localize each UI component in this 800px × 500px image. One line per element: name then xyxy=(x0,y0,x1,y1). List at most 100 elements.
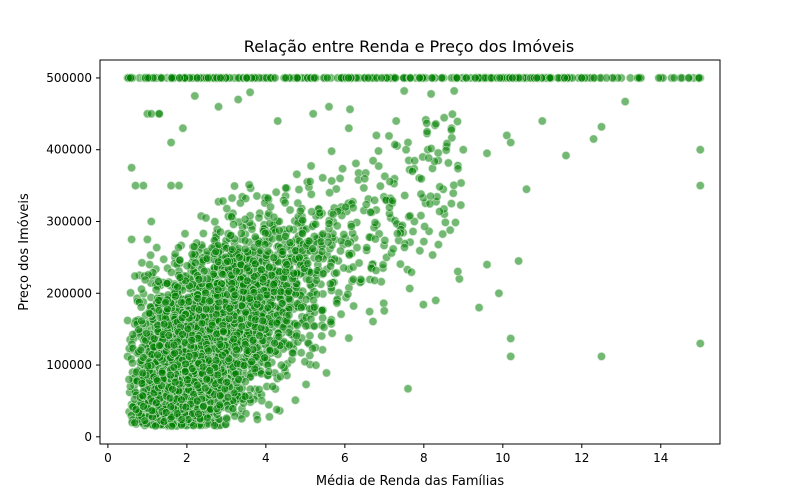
scatter-point xyxy=(309,73,319,83)
scatter-point xyxy=(336,309,346,319)
scatter-point xyxy=(327,176,337,186)
scatter-point xyxy=(255,292,265,302)
scatter-point xyxy=(252,299,262,309)
scatter-point xyxy=(192,396,202,406)
scatter-point xyxy=(263,247,273,256)
scatter-point xyxy=(139,353,148,362)
scatter-point xyxy=(494,288,504,298)
scatter-point xyxy=(378,260,388,270)
x-axis: 0 2 4 6 8 10 12 14 xyxy=(104,444,668,465)
scatter-point xyxy=(240,236,250,246)
scatter-point xyxy=(229,220,238,229)
scatter-point xyxy=(260,228,270,238)
scatter-point xyxy=(237,321,247,331)
scatter-point xyxy=(308,244,318,253)
x-tick-label: 14 xyxy=(653,451,668,465)
scatter-point xyxy=(157,73,166,83)
scatter-point xyxy=(695,181,705,190)
scatter-point xyxy=(294,185,304,194)
scatter-point xyxy=(654,73,664,83)
scatter-point xyxy=(361,200,371,209)
scatter-point xyxy=(266,202,275,212)
scatter-point xyxy=(300,357,310,367)
scatter-point xyxy=(336,246,345,256)
scatter-point xyxy=(393,229,402,238)
scatter-point xyxy=(193,294,202,303)
scatter-point xyxy=(410,156,419,165)
scatter-point xyxy=(151,421,160,431)
scatter-point xyxy=(304,236,314,246)
scatter-point xyxy=(354,258,364,268)
x-tick-label: 0 xyxy=(104,451,112,465)
scatter-point xyxy=(298,215,307,225)
scatter-point xyxy=(352,243,362,252)
scatter-point xyxy=(291,395,300,405)
scatter-point xyxy=(227,245,237,254)
scatter-point xyxy=(332,268,341,278)
scatter-point xyxy=(349,301,358,311)
scatter-point xyxy=(410,217,419,226)
scatter-point xyxy=(379,298,389,308)
scatter-point xyxy=(324,219,334,228)
scatter-point xyxy=(506,352,516,361)
scatter-point xyxy=(343,289,353,299)
scatter-point xyxy=(269,212,279,222)
scatter-point xyxy=(589,73,599,83)
scatter-point xyxy=(242,346,252,355)
scatter-point xyxy=(178,329,187,339)
scatter-point xyxy=(164,331,174,340)
scatter-point xyxy=(154,277,163,286)
scatter-point xyxy=(264,367,274,376)
x-tick-label: 12 xyxy=(574,451,589,465)
scatter-point xyxy=(170,348,179,358)
scatter-point xyxy=(280,198,290,208)
scatter-point xyxy=(227,193,237,203)
scatter-point xyxy=(167,73,177,83)
scatter-point xyxy=(401,145,411,154)
scatter-point xyxy=(403,138,413,147)
scatter-point xyxy=(441,145,451,155)
scatter-point xyxy=(152,243,161,252)
scatter-point xyxy=(371,266,381,275)
scatter-point xyxy=(200,383,210,393)
scatter-point xyxy=(173,409,182,418)
scatter-point xyxy=(214,257,223,267)
scatter-point xyxy=(292,320,302,330)
scatter-point xyxy=(174,181,184,190)
scatter-point xyxy=(322,368,331,378)
scatter-point xyxy=(252,191,262,201)
scatter-point xyxy=(376,181,385,191)
scatter-point xyxy=(589,134,598,144)
scatter-point xyxy=(344,73,353,83)
scatter-point xyxy=(343,239,353,248)
scatter-point xyxy=(407,267,416,277)
scatter-point xyxy=(256,323,266,333)
scatter-point xyxy=(270,338,279,348)
scatter-point xyxy=(151,285,161,295)
scatter-point xyxy=(396,259,405,269)
scatter-point xyxy=(258,316,268,326)
scatter-point xyxy=(310,321,319,331)
scatter-point xyxy=(247,357,256,367)
scatter-point xyxy=(175,73,184,83)
scatter-point xyxy=(426,89,436,99)
scatter-point xyxy=(344,333,354,343)
scatter-point xyxy=(506,138,516,147)
scatter-point xyxy=(177,415,187,424)
scatter-point xyxy=(137,258,147,268)
scatter-point xyxy=(448,109,457,119)
scatter-point xyxy=(695,339,705,348)
scatter-point xyxy=(139,181,148,190)
scatter-point xyxy=(269,280,278,289)
scatter-point xyxy=(152,398,161,408)
scatter-point xyxy=(144,308,154,318)
scatter-point xyxy=(197,318,207,328)
scatter-point xyxy=(309,302,319,312)
scatter-point xyxy=(150,334,159,344)
scatter-point xyxy=(326,261,335,271)
scatter-point xyxy=(344,123,354,133)
scatter-point xyxy=(306,314,316,324)
scatter-point xyxy=(143,73,153,83)
scatter-point xyxy=(452,73,462,83)
